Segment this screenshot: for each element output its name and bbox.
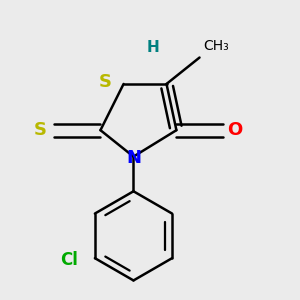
Text: S: S: [99, 73, 112, 91]
Text: O: O: [228, 121, 243, 139]
Text: S: S: [34, 121, 47, 139]
Text: H: H: [147, 40, 160, 55]
Text: N: N: [126, 149, 141, 167]
Text: CH₃: CH₃: [203, 39, 229, 52]
Text: Cl: Cl: [61, 251, 78, 269]
